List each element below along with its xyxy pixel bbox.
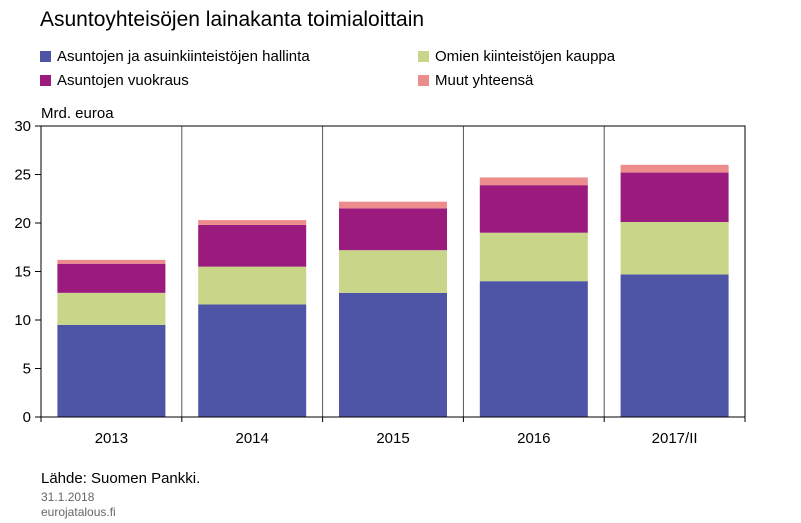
y-axis-unit-label: Mrd. euroa bbox=[41, 105, 114, 122]
y-tick-label: 20 bbox=[14, 215, 31, 232]
x-tick-label: 2013 bbox=[95, 430, 128, 447]
legend-swatch-hallinta bbox=[40, 50, 51, 62]
bar-segment-vuokraus bbox=[198, 224, 307, 267]
x-tick-label: 2014 bbox=[236, 430, 269, 447]
bar-segment-vuokraus bbox=[620, 172, 729, 223]
bar-segment-kauppa bbox=[339, 250, 447, 293]
bar-segment-muut bbox=[57, 259, 166, 264]
bar-segment-hallinta bbox=[620, 274, 729, 417]
bar-segment-muut bbox=[620, 164, 729, 173]
bar-segment-kauppa bbox=[479, 232, 588, 282]
legend-swatch-kauppa bbox=[418, 50, 429, 62]
publish-date: 31.1.2018 bbox=[41, 490, 95, 504]
x-tick-label: 2015 bbox=[376, 430, 409, 447]
legend-item-kauppa: Omien kiinteistöjen kauppa bbox=[418, 46, 615, 66]
legend-label-vuokraus: Asuntojen vuokraus bbox=[57, 71, 189, 89]
y-tick-label: 15 bbox=[14, 264, 31, 281]
legend-swatch-muut bbox=[418, 74, 429, 86]
bar-segment-hallinta bbox=[57, 324, 166, 417]
legend-item-vuokraus: Asuntojen vuokraus bbox=[40, 70, 189, 90]
y-tick-label: 0 bbox=[23, 409, 31, 426]
chart-title: Asuntoyhteisöjen lainakanta toimialoitta… bbox=[40, 8, 425, 31]
legend-label-kauppa: Omien kiinteistöjen kauppa bbox=[435, 47, 616, 65]
legend-item-hallinta: Asuntojen ja asuinkiinteistöjen hallinta bbox=[40, 46, 310, 66]
bar-segment-vuokraus bbox=[479, 185, 588, 233]
bar-segment-muut bbox=[339, 201, 447, 209]
bar-segment-vuokraus bbox=[339, 208, 447, 251]
bar-segment-kauppa bbox=[620, 222, 729, 275]
legend-label-muut: Muut yhteensä bbox=[435, 71, 534, 89]
legend-label-hallinta: Asuntojen ja asuinkiinteistöjen hallinta bbox=[57, 47, 310, 65]
x-tick-label: 2017/II bbox=[652, 430, 698, 447]
x-tick-label: 2016 bbox=[517, 430, 550, 447]
y-tick-label: 10 bbox=[14, 312, 31, 329]
bar-segment-muut bbox=[198, 220, 307, 225]
bar-segment-kauppa bbox=[57, 292, 166, 325]
bar-segment-kauppa bbox=[198, 266, 307, 305]
bar-segment-vuokraus bbox=[57, 263, 166, 293]
source-note: Lähde: Suomen Pankki. bbox=[41, 470, 201, 487]
plot-frame bbox=[40, 125, 746, 418]
bar-segment-hallinta bbox=[339, 292, 447, 417]
bar-segment-muut bbox=[479, 177, 588, 186]
y-tick-label: 5 bbox=[23, 361, 31, 378]
bar-segment-hallinta bbox=[479, 281, 588, 417]
bar-segment-hallinta bbox=[198, 304, 307, 417]
y-tick-label: 30 bbox=[14, 118, 31, 135]
site-name: eurojatalous.fi bbox=[41, 505, 116, 519]
legend-item-muut: Muut yhteensä bbox=[418, 70, 533, 90]
legend-swatch-vuokraus bbox=[40, 74, 51, 86]
y-tick-label: 25 bbox=[14, 167, 31, 184]
